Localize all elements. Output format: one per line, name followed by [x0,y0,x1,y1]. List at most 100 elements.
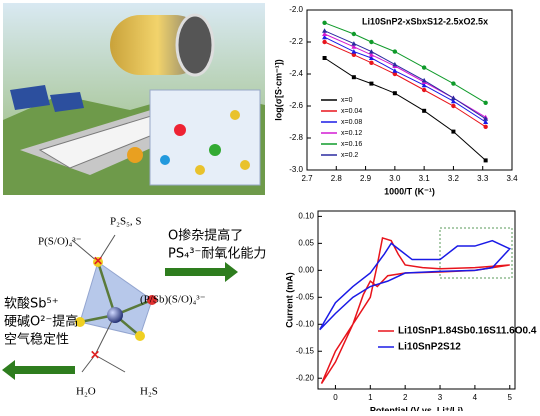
series-line [324,30,486,120]
point [368,49,374,54]
point [450,95,456,100]
point [421,65,427,70]
point [351,31,357,37]
point [368,55,374,60]
point [368,52,374,57]
x-tick-label: 2.9 [360,174,372,183]
point [392,49,398,54]
point [322,56,327,60]
point [422,108,427,113]
y-tick-label: -0.15 [296,346,315,355]
bottom-right-label: H₂S [140,386,158,398]
x-tick-label: 3.1 [419,174,431,183]
point [322,34,328,40]
left-text: 硬碱O²⁻提高 [4,314,78,330]
y-axis-label: Current (mA) [284,272,294,328]
point [392,91,397,96]
x-tick-label: 3.2 [448,174,460,183]
svg-text:✕: ✕ [93,254,103,268]
x-tick-label: 4 [473,393,478,402]
left-text: 空气稳定性 [4,332,69,348]
point [392,68,398,73]
x-tick-label: 3 [438,393,443,402]
chart-title: Li10SnP2-xSbxS12-2.5xO2.5x [362,16,488,26]
point [421,77,427,83]
point [483,119,489,124]
y-tick-label: -0.20 [296,373,315,382]
y-tick-label: 0.10 [298,212,314,221]
point [421,87,427,93]
x-tick-label: 3.3 [477,174,489,183]
point [322,31,328,36]
point [450,98,456,104]
legend-label: x=0 [341,97,353,104]
y-tick-label: 0.05 [298,238,314,247]
x-tick-label: 5 [508,393,513,402]
point [392,61,398,67]
series-line [320,237,510,385]
point [451,81,456,86]
point [483,116,489,121]
x-axis-label: 1000/T (K⁻¹) [384,186,435,196]
point [421,82,427,88]
point [369,39,374,45]
center-label: (P/Sb)(S/O)₄³⁻ [140,294,206,306]
x-tick-label: 3.4 [506,174,518,183]
y-tick-label: -0.10 [296,319,315,328]
x-tick-label: 1 [368,393,373,402]
y-tick-label: -2.8 [289,133,303,142]
point [483,158,488,163]
right-text: O掺杂提高了 [168,228,243,244]
x-tick-label: 2.7 [301,174,313,183]
y-axis-label: log(σ[S·cm⁻¹]) [273,59,283,120]
point [351,44,357,49]
point [451,129,456,134]
legend-label: Li10SnP2S12 [398,342,461,353]
legend-label: x=0.12 [341,130,362,137]
svg-text:✕: ✕ [90,348,100,362]
point [451,103,456,109]
left-text: 软酸Sb⁵⁺ [4,297,59,312]
x-tick-label: 0 [333,393,338,402]
point [322,39,327,45]
illustration [3,3,265,195]
y-tick-label: -2.0 [289,5,303,14]
legend-label: x=0.2 [341,152,358,159]
y-tick-label: 0.00 [298,265,314,274]
point [322,28,328,33]
structure-diagram: ✕ ✕ P(S/O)₄³⁻ P₂S₅, S (P/Sb)(S/O)₄³⁻ H₂O… [2,216,266,398]
legend-label: x=0.08 [341,119,362,126]
point [369,60,374,65]
series-line [324,22,486,104]
point [322,20,327,25]
plot-frame [306,9,513,171]
point [351,75,356,80]
top-label: P(S/O)₄³⁻ [38,236,82,248]
point [483,100,488,106]
y-tick-label: -0.05 [296,292,315,301]
top-product: P₂S₅, S [110,216,142,228]
y-tick-label: -3.0 [289,165,303,174]
x-tick-label: 2 [403,393,408,402]
legend-label: x=0.04 [341,108,362,115]
series-line [319,239,512,331]
plot-frame [317,210,516,390]
point [392,71,398,77]
y-tick-label: -2.2 [289,37,303,46]
point [369,81,374,86]
x-tick-label: 3.0 [389,174,401,183]
x-axis-label: Potential (V vs. Li⁺/Li) [370,405,463,411]
point [351,49,357,54]
point [351,52,357,57]
point [483,124,488,129]
zoom-box [439,227,513,279]
legend-label: x=0.16 [341,141,362,148]
right-text: PS₄³⁻耐氧化能力 [168,247,266,262]
y-tick-label: -2.6 [289,101,303,110]
legend-label: Li10SnP1.84Sb0.16S11.6O0.4 [398,326,537,337]
bottom-left-label: H₂O [76,386,96,398]
y-tick-label: -2.4 [289,69,303,78]
point [351,41,357,46]
x-tick-label: 2.8 [331,174,343,183]
